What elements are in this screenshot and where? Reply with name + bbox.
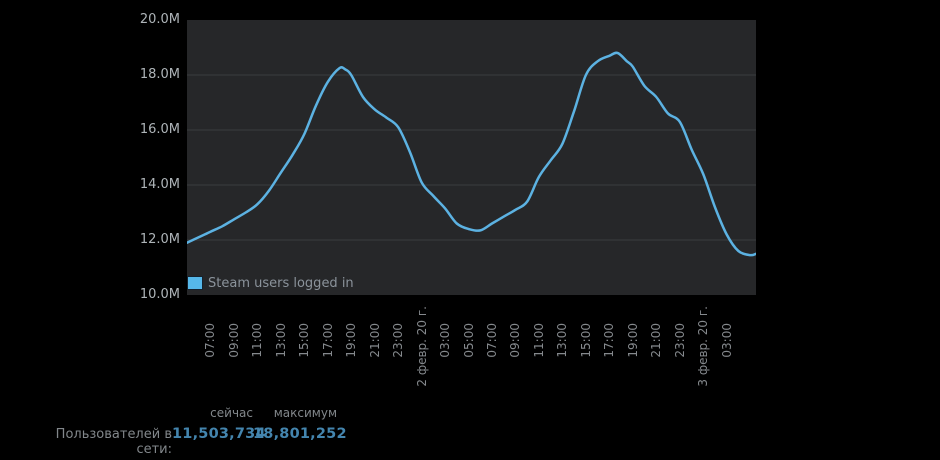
chart-legend: Steam users logged in xyxy=(187,274,354,292)
x-tick-label: 15:00 xyxy=(297,323,312,358)
y-tick-label: 10.0M xyxy=(139,287,180,302)
x-tick-label: 19:00 xyxy=(344,323,359,358)
steam-users-line-chart xyxy=(187,51,756,257)
x-tick-label: 03:00 xyxy=(719,323,734,358)
legend-swatch-icon xyxy=(187,276,203,290)
stats-now-value: 11,503,734 xyxy=(172,426,266,442)
y-tick-label: 14.0M xyxy=(139,177,180,192)
legend-label: Steam users logged in xyxy=(208,275,354,291)
x-tick-label: 13:00 xyxy=(555,323,570,358)
stats-header-now: сейчас xyxy=(210,406,253,420)
users-logged-in-line xyxy=(187,51,756,257)
x-tick-label: 09:00 xyxy=(508,323,523,358)
x-tick-label: 23:00 xyxy=(672,323,687,358)
stats-row-label: Пользователей в сети: xyxy=(55,427,172,457)
online-stats-table: сейчас максимум Пользователей в сети: 11… xyxy=(20,406,347,457)
x-tick-label: 09:00 xyxy=(226,323,241,358)
y-tick-label: 12.0M xyxy=(139,232,180,247)
x-tick-label: 17:00 xyxy=(320,323,335,358)
y-tick-label: 20.0M xyxy=(139,12,180,27)
x-tick-label: 13:00 xyxy=(273,323,288,358)
x-tick-label: 07:00 xyxy=(485,323,500,358)
x-tick-label: 15:00 xyxy=(578,323,593,358)
x-tick-label: 2 февр. 20 г. xyxy=(414,306,429,387)
x-tick-label: 19:00 xyxy=(625,323,640,358)
x-tick-label: 03:00 xyxy=(438,323,453,358)
x-tick-label: 05:00 xyxy=(461,323,476,358)
stats-max-value: 18,801,252 xyxy=(253,426,347,442)
x-tick-label: 21:00 xyxy=(367,323,382,358)
x-tick-label: 21:00 xyxy=(649,323,664,358)
x-tick-label: 3 февр. 20 г. xyxy=(696,306,711,387)
x-tick-label: 11:00 xyxy=(250,323,265,358)
plot-area[interactable] xyxy=(187,20,756,295)
x-tick-label: 11:00 xyxy=(531,323,546,358)
stats-header-max: максимум xyxy=(273,406,337,420)
x-tick-label: 07:00 xyxy=(203,323,218,358)
x-tick-label: 17:00 xyxy=(602,323,617,358)
x-tick-label: 23:00 xyxy=(391,323,406,358)
y-tick-label: 16.0M xyxy=(139,122,180,137)
y-tick-label: 18.0M xyxy=(139,67,180,82)
